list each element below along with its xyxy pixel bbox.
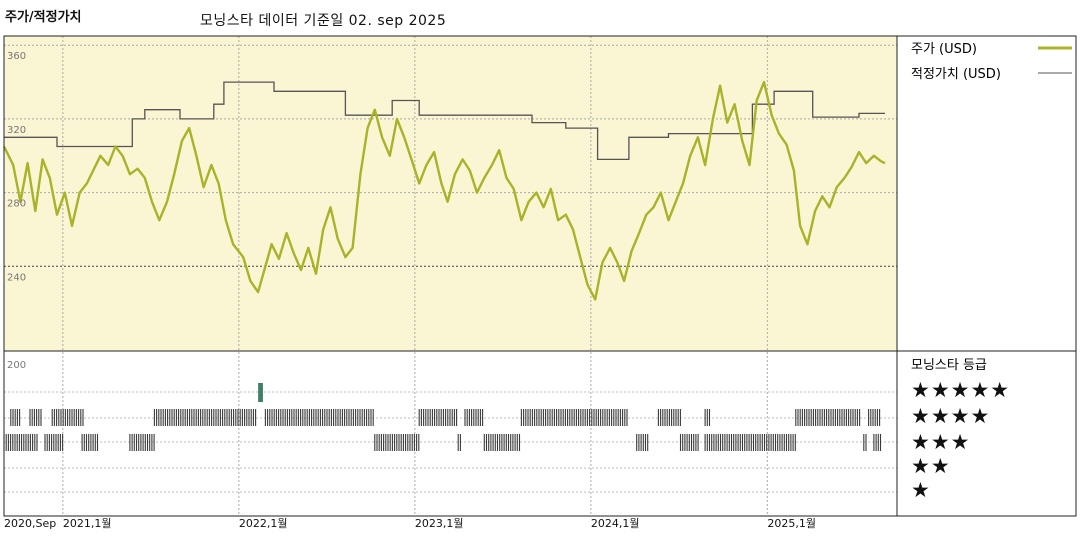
rating-bar-3-star	[704, 434, 796, 451]
rating-bar-3-star	[873, 434, 882, 451]
y-tick-label: 280	[7, 199, 26, 210]
rating-bar-3-star	[374, 434, 420, 451]
rating-bar-3-star	[129, 434, 155, 451]
rating-bar-4-star	[153, 409, 257, 426]
rating-bar-3-star	[863, 434, 867, 451]
rating-plot-area	[4, 351, 897, 516]
rating-bar-4-star	[464, 409, 484, 426]
rating-2-stars: ★★	[911, 454, 951, 478]
chart-title: 모닝스타 데이터 기준일 02. sep 2025	[200, 13, 447, 29]
y-tick-label: 320	[7, 125, 26, 136]
rating-bar-4-star	[264, 409, 374, 426]
rating-bar-3-star	[679, 434, 699, 451]
rating-bar-4-star	[418, 409, 458, 426]
x-tick-label: 2023,1월	[415, 517, 464, 530]
rating-bar-4-star	[10, 409, 21, 426]
rating-bar-4-star	[520, 409, 628, 426]
rating-3-stars: ★★★	[911, 430, 971, 454]
rating-bar-4-star	[795, 409, 861, 426]
x-tick-label: 2021,1월	[63, 517, 112, 530]
rating-bar-5-star	[258, 383, 263, 402]
rating-bar-3-star	[636, 434, 649, 451]
rating-bar-4-star	[51, 409, 84, 426]
y-tick-label: 200	[7, 360, 26, 371]
legend-rating-title: 모닝스타 등급	[911, 358, 987, 373]
legend-fair-value-label: 적정가치 (USD)	[911, 67, 1001, 82]
rating-bar-3-star	[483, 434, 521, 451]
x-tick-label: 2024,1월	[591, 517, 640, 530]
fair-value-line	[4, 81, 885, 161]
rating-bar-3-star	[44, 434, 64, 451]
chart-frame	[3, 35, 1077, 517]
rating-1-star: ★	[911, 478, 931, 502]
y-tick-label: 240	[7, 272, 26, 283]
rating-bar-3-star	[457, 434, 461, 451]
legend-price-label: 주가 (USD)	[911, 42, 977, 57]
x-tick-label: 2022,1월	[239, 517, 288, 530]
price-line	[2, 80, 886, 301]
chart-left-title: 주가/적정가치	[5, 10, 82, 25]
rating-bar-4-star	[29, 409, 42, 426]
x-tick-label: 2020,Sep	[4, 517, 56, 530]
rating-4-stars: ★★★★	[911, 404, 991, 428]
x-tick-label: 2025,1월	[767, 517, 816, 530]
rating-bar-4-star	[704, 409, 711, 426]
rating-bar-4-star	[657, 409, 681, 426]
y-tick-label: 360	[7, 51, 26, 62]
rating-5-stars: ★★★★★	[911, 378, 1011, 402]
rating-bar-3-star	[81, 434, 99, 451]
rating-bar-4-star	[868, 409, 881, 426]
